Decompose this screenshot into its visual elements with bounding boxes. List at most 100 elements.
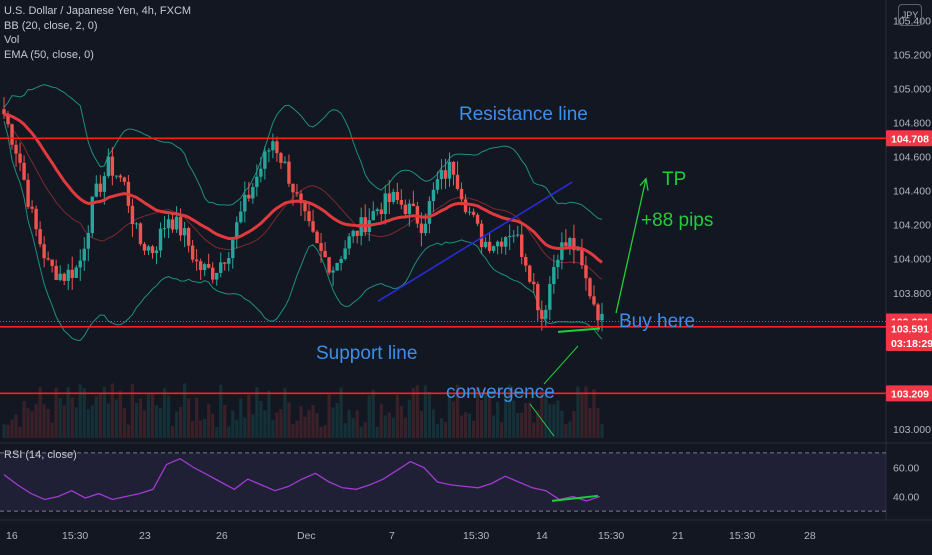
volume-bar xyxy=(162,388,167,438)
candle-body xyxy=(435,179,440,190)
candle-body xyxy=(319,243,323,251)
candle-body xyxy=(540,310,544,319)
volume-bar xyxy=(271,419,275,438)
price-tag xyxy=(886,130,932,147)
candle-body xyxy=(371,211,375,221)
volume-bar xyxy=(435,424,440,438)
volume-bar xyxy=(66,387,70,438)
price-tag-label: 103.209 xyxy=(891,388,929,400)
candle-body xyxy=(235,222,239,240)
time-tick-label: 21 xyxy=(672,530,684,542)
legend-bb[interactable]: BB (20, close, 2, 0) xyxy=(4,19,98,32)
volume-bar xyxy=(122,408,127,438)
volume-bar xyxy=(215,427,219,438)
candle-body xyxy=(34,208,38,230)
currency-badge[interactable]: JPY xyxy=(898,4,922,26)
volume-bar xyxy=(34,403,38,438)
candle-body xyxy=(347,236,351,249)
volume-bar xyxy=(14,414,18,438)
volume-bar xyxy=(311,405,315,438)
volume-bar xyxy=(447,395,452,438)
candle-body xyxy=(227,258,231,264)
candle-body xyxy=(467,211,472,213)
volume-bar xyxy=(568,421,572,438)
annotation-pips: +88 pips xyxy=(641,210,713,231)
volume-bar xyxy=(351,417,355,438)
candle-body xyxy=(443,170,448,179)
price-tick-label: 103.000 xyxy=(893,424,931,436)
volume-bar xyxy=(22,400,26,438)
candle-body xyxy=(387,193,391,203)
volume-bar xyxy=(142,410,147,438)
volume-bar xyxy=(323,425,327,438)
volume-bar xyxy=(395,395,399,438)
volume-bar xyxy=(231,410,235,438)
volume-bar xyxy=(439,418,444,438)
candle-body xyxy=(528,265,532,282)
candle-body xyxy=(42,244,46,259)
candle-body xyxy=(507,235,512,238)
candle-body xyxy=(560,242,564,260)
time-tick-label: 15:30 xyxy=(463,530,489,542)
candle-body xyxy=(459,188,464,200)
legend-symbol[interactable]: U.S. Dollar / Japanese Yen, 4h, FXCM xyxy=(4,5,192,17)
legend-ema[interactable]: EMA (50, close, 0) xyxy=(4,48,94,61)
candle-body xyxy=(2,109,6,115)
volume-bar xyxy=(26,408,30,438)
volume-bar xyxy=(504,396,508,438)
volume-bar xyxy=(343,423,347,438)
divergence-line-rsi xyxy=(551,494,599,502)
candle-body xyxy=(451,161,456,175)
candle-body xyxy=(231,239,235,259)
volume-bar xyxy=(415,385,419,438)
price-tag xyxy=(886,335,932,351)
time-tick-label: 15:30 xyxy=(62,530,88,542)
volume-bar xyxy=(315,413,319,438)
candle-body xyxy=(98,183,103,192)
annotation-buy-here: Buy here xyxy=(619,311,695,332)
bollinger-lower xyxy=(3,120,603,342)
volume-bar xyxy=(126,424,131,438)
ema-line xyxy=(3,112,603,264)
volume-bar xyxy=(371,389,375,438)
time-tick-label: 7 xyxy=(389,530,395,542)
candle-body xyxy=(427,201,432,224)
volume-bar xyxy=(455,384,460,438)
volume-bar xyxy=(544,394,548,438)
candle-body xyxy=(106,156,111,177)
bollinger-basis xyxy=(3,113,603,280)
volume-bar xyxy=(170,425,175,438)
candle-body xyxy=(82,248,86,261)
candle-body xyxy=(548,284,552,310)
volume-bar xyxy=(303,416,307,438)
volume-bar xyxy=(70,397,74,438)
annotation-support: Support line xyxy=(316,343,417,364)
volume-bar xyxy=(471,420,476,438)
candle-body xyxy=(66,269,70,281)
candle-body xyxy=(536,284,540,311)
price-tag-label: 103.591 xyxy=(891,323,929,335)
candle-body xyxy=(544,309,548,319)
legend-vol[interactable]: Vol xyxy=(4,34,20,46)
time-tick-label: 16 xyxy=(6,530,18,542)
volume-bar xyxy=(463,412,468,438)
volume-bar xyxy=(443,421,448,438)
volume-bar xyxy=(82,388,86,438)
candle-body xyxy=(331,270,335,273)
rsi-tick-label: 60.00 xyxy=(893,462,919,474)
candle-body xyxy=(311,221,315,232)
candle-body xyxy=(243,194,247,212)
volume-bar xyxy=(195,397,199,438)
volume-bar xyxy=(18,426,22,438)
volume-bar xyxy=(423,385,428,438)
candle-body xyxy=(138,223,143,244)
volume-bar xyxy=(98,392,102,438)
rsi-legend[interactable]: RSI (14, close) xyxy=(4,449,77,461)
convergence-arrow-down xyxy=(529,403,555,437)
candle-body xyxy=(503,237,508,247)
price-tag xyxy=(886,320,932,337)
volume-bar xyxy=(536,410,540,438)
candle-body xyxy=(399,200,404,205)
